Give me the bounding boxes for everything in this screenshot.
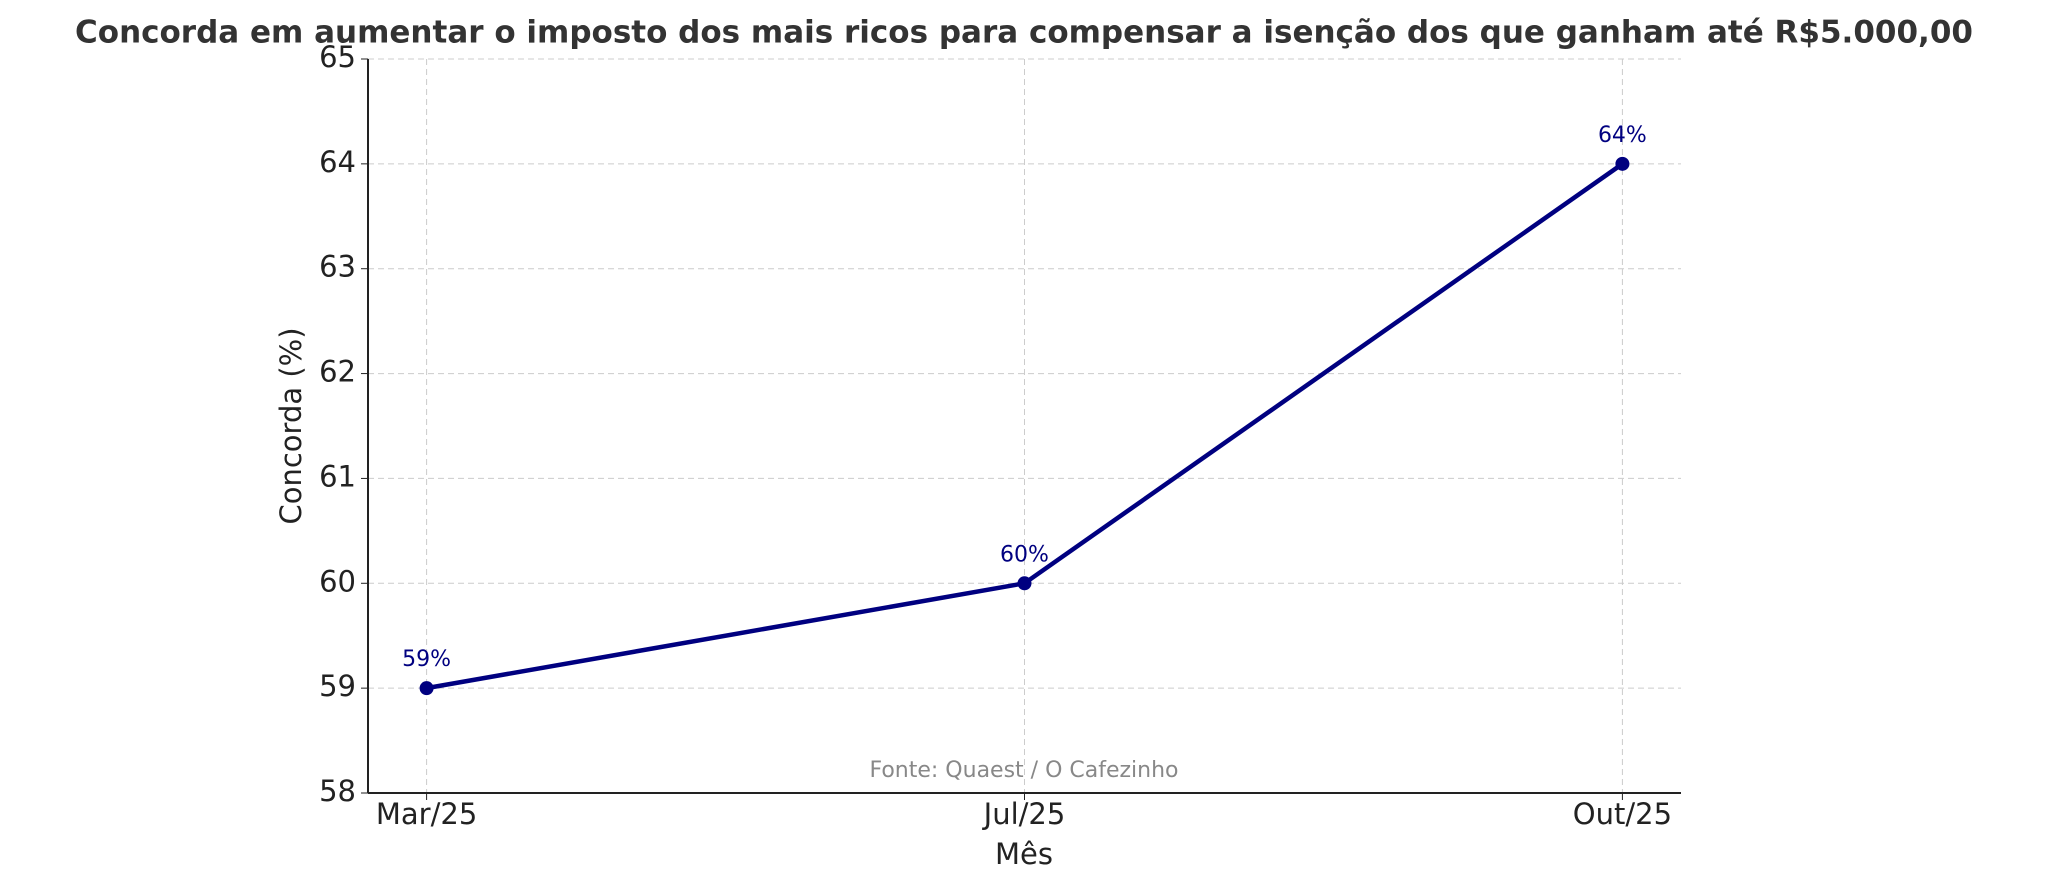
point [419, 681, 434, 696]
x-tick-label: Mar/25 [376, 797, 477, 831]
y-tick-label: 61 [319, 459, 356, 493]
y-tick-label: 62 [319, 355, 356, 389]
point [1017, 576, 1032, 591]
value-label: 60% [1000, 542, 1049, 567]
point [1615, 156, 1630, 171]
y-tick-label: 63 [319, 250, 356, 284]
x-tick-label: Jul/25 [982, 797, 1066, 831]
annotation: Fonte: Quaest / O Cafezinho [869, 758, 1178, 783]
y-axis-label: Concorda (%) [274, 327, 308, 524]
y-tick-label: 58 [319, 774, 356, 808]
chart-title: Concorda em aumentar o imposto dos mais … [75, 15, 1973, 51]
x-axis-label: Mês [995, 837, 1053, 871]
y-tick-label: 60 [319, 564, 356, 598]
y-tick-label: 59 [319, 669, 356, 703]
value-label: 59% [402, 647, 451, 672]
y-tick-label: 65 [319, 40, 356, 74]
x-tick-label: Out/25 [1573, 797, 1672, 831]
value-label: 64% [1598, 123, 1647, 148]
y-tick-label: 64 [319, 145, 356, 179]
